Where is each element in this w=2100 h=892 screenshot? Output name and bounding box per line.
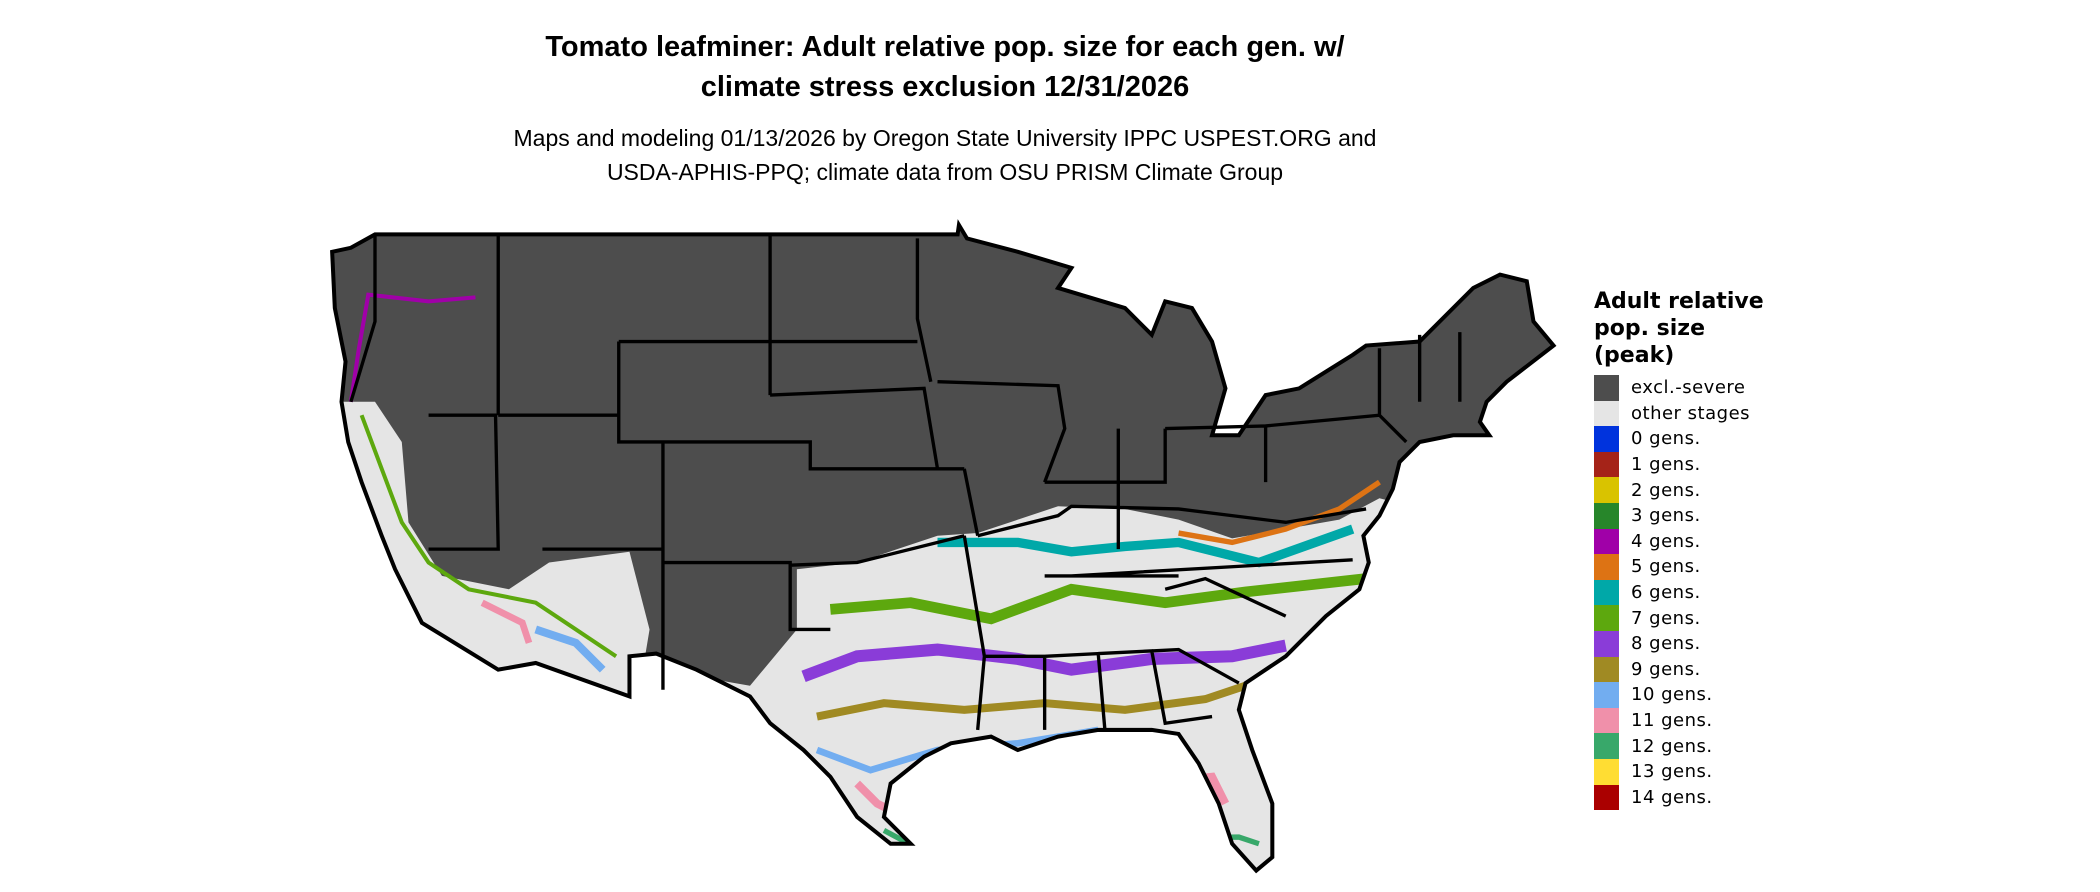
- map-title-line1: Tomato leafminer: Adult relative pop. si…: [545, 31, 1345, 63]
- legend-label: 6 gens.: [1631, 582, 1701, 604]
- legend-label: other stages: [1631, 402, 1751, 424]
- gen-band-west-4: [348, 292, 476, 403]
- legend-swatch: [1594, 630, 1619, 657]
- legend-item: 14 gens.: [1594, 784, 1764, 811]
- legend-title: Adult relative pop. size (peak): [1594, 288, 1764, 369]
- legend-item: 10 gens.: [1594, 682, 1764, 708]
- legend-item: 8 gens.: [1594, 630, 1764, 657]
- legend-label: 2 gens.: [1631, 479, 1701, 501]
- legend-swatch: [1594, 477, 1619, 503]
- legend-swatch: [1594, 605, 1619, 631]
- gen-band-11: [854, 772, 1230, 815]
- gen-band-6: [937, 524, 1355, 568]
- legend-label: excl.-severe: [1631, 377, 1746, 399]
- legend-swatch: [1594, 682, 1619, 708]
- gen-band-west-11: [480, 599, 533, 644]
- map-title-line2: climate stress exclusion 12/31/2026: [700, 71, 1190, 103]
- gen-band-7: [829, 573, 1367, 625]
- legend-swatch: [1594, 375, 1619, 401]
- gen-band-12: [882, 828, 1260, 847]
- legend-label: 14 gens.: [1631, 786, 1713, 808]
- legend-title-line: pop. size: [1594, 316, 1705, 341]
- map-subtitle-line1: Maps and modeling 01/13/2026 by Oregon S…: [513, 125, 1377, 151]
- legend-label: 10 gens.: [1631, 684, 1713, 706]
- legend-label: 0 gens.: [1631, 428, 1701, 450]
- state-borders: [349, 234, 1462, 731]
- legend-item: 3 gens.: [1594, 502, 1764, 529]
- legend-item: other stages: [1594, 400, 1764, 427]
- legend-item: 6 gens.: [1594, 579, 1764, 606]
- map-subtitle-line2: USDA-APHIS-PPQ; climate data from OSU PR…: [606, 159, 1284, 185]
- legend-swatch: [1594, 400, 1619, 427]
- legend-item: excl.-severe: [1594, 375, 1764, 401]
- legend: Adult relative pop. size (peak) excl.-se…: [1594, 288, 1764, 811]
- legend-item: 0 gens.: [1594, 426, 1764, 452]
- legend-item: 4 gens.: [1594, 528, 1764, 555]
- legend-label: 11 gens.: [1631, 710, 1713, 732]
- legend-swatch: [1594, 451, 1619, 478]
- legend-label: 4 gens.: [1631, 530, 1701, 552]
- legend-label: 1 gens.: [1631, 454, 1701, 476]
- legend-item: 5 gens.: [1594, 554, 1764, 580]
- gen-band-west-10: [534, 625, 606, 673]
- legend-label: 5 gens.: [1631, 556, 1701, 578]
- legend-swatch: [1594, 502, 1619, 529]
- legend-items: excl.-severe other stages 0 gens. 1 gens. 2 …: [1594, 375, 1764, 811]
- legend-label: 12 gens.: [1631, 735, 1713, 757]
- legend-label: 13 gens.: [1631, 761, 1713, 783]
- legend-swatch: [1594, 707, 1619, 734]
- legend-swatch: [1594, 733, 1619, 759]
- legend-item: 13 gens.: [1594, 758, 1764, 785]
- gen-band-5: [1178, 479, 1381, 546]
- legend-swatch: [1594, 554, 1619, 580]
- legend-swatch: [1594, 528, 1619, 555]
- gen-band-west: [359, 414, 618, 658]
- legend-item: 12 gens.: [1594, 733, 1764, 759]
- legend-item: 7 gens.: [1594, 605, 1764, 631]
- legend-title-line: (peak): [1594, 343, 1675, 368]
- legend-item: 1 gens.: [1594, 451, 1764, 478]
- legend-swatch: [1594, 426, 1619, 452]
- legend-item: 9 gens.: [1594, 656, 1764, 683]
- legend-label: 7 gens.: [1631, 607, 1701, 629]
- legend-title-line: Adult relative: [1594, 289, 1764, 314]
- legend-label: 3 gens.: [1631, 505, 1701, 527]
- legend-swatch: [1594, 656, 1619, 683]
- legend-label: 9 gens.: [1631, 658, 1701, 680]
- us-border: [330, 219, 1557, 874]
- legend-swatch: [1594, 579, 1619, 606]
- legend-label: 8 gens.: [1631, 633, 1701, 655]
- legend-swatch: [1594, 784, 1619, 811]
- legend-item: 11 gens.: [1594, 707, 1764, 734]
- legend-item: 2 gens.: [1594, 477, 1764, 503]
- legend-swatch: [1594, 758, 1619, 785]
